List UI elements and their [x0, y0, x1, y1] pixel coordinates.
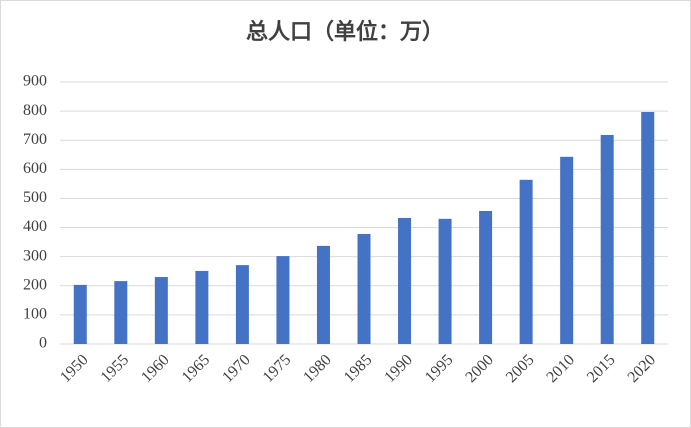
y-tick-label: 600 [23, 160, 47, 177]
bar [276, 256, 290, 344]
y-tick-label: 700 [23, 131, 47, 148]
chart-title: 总人口（单位：万） [246, 19, 444, 44]
bar [641, 111, 655, 345]
bar [154, 277, 168, 344]
y-tick-label: 300 [23, 247, 47, 264]
y-tick-label: 100 [23, 306, 47, 323]
bar [438, 218, 452, 344]
bar [479, 210, 493, 344]
bar [560, 156, 574, 344]
bar [195, 270, 209, 344]
bar [600, 134, 614, 344]
bar [519, 179, 533, 344]
bar [114, 281, 128, 344]
bar [398, 217, 412, 344]
y-tick-label: 900 [23, 73, 47, 90]
bar [316, 245, 330, 344]
bar [235, 265, 249, 344]
y-tick-label: 500 [23, 189, 47, 206]
bar [73, 284, 87, 344]
y-tick-label: 400 [23, 218, 47, 235]
y-tick-label: 800 [23, 102, 47, 119]
y-tick-label: 200 [23, 276, 47, 293]
bar [357, 233, 371, 344]
y-tick-label: 0 [39, 335, 47, 352]
